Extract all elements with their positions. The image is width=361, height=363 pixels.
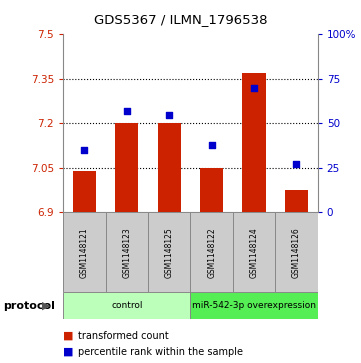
Text: percentile rank within the sample: percentile rank within the sample [78, 347, 243, 357]
Text: ■: ■ [63, 331, 74, 341]
Bar [242, 73, 266, 212]
Bar [157, 123, 181, 212]
Text: ■: ■ [63, 347, 74, 357]
Text: GDS5367 / ILMN_1796538: GDS5367 / ILMN_1796538 [94, 13, 267, 26]
Point [251, 85, 257, 91]
Bar [233, 212, 275, 292]
Bar [115, 123, 139, 212]
Point [293, 162, 299, 167]
Bar [63, 212, 105, 292]
Text: protocol: protocol [4, 301, 56, 311]
Point [124, 108, 130, 114]
Text: GSM1148125: GSM1148125 [165, 227, 174, 278]
Bar [275, 212, 318, 292]
Bar [148, 212, 191, 292]
Text: miR-542-3p overexpression: miR-542-3p overexpression [192, 301, 316, 310]
Text: ▶: ▶ [42, 301, 50, 311]
Text: GSM1148124: GSM1148124 [249, 227, 258, 278]
Text: transformed count: transformed count [78, 331, 168, 341]
Bar [191, 292, 318, 319]
Bar [285, 190, 308, 212]
Text: GSM1148126: GSM1148126 [292, 227, 301, 278]
Bar [73, 171, 96, 212]
Bar [63, 292, 191, 319]
Text: GSM1148123: GSM1148123 [122, 227, 131, 278]
Text: GSM1148122: GSM1148122 [207, 227, 216, 278]
Point [209, 142, 214, 148]
Bar [200, 168, 223, 212]
Point [166, 112, 172, 118]
Bar [191, 212, 233, 292]
Text: GSM1148121: GSM1148121 [80, 227, 89, 278]
Text: control: control [111, 301, 143, 310]
Bar [105, 212, 148, 292]
Point [82, 147, 87, 153]
